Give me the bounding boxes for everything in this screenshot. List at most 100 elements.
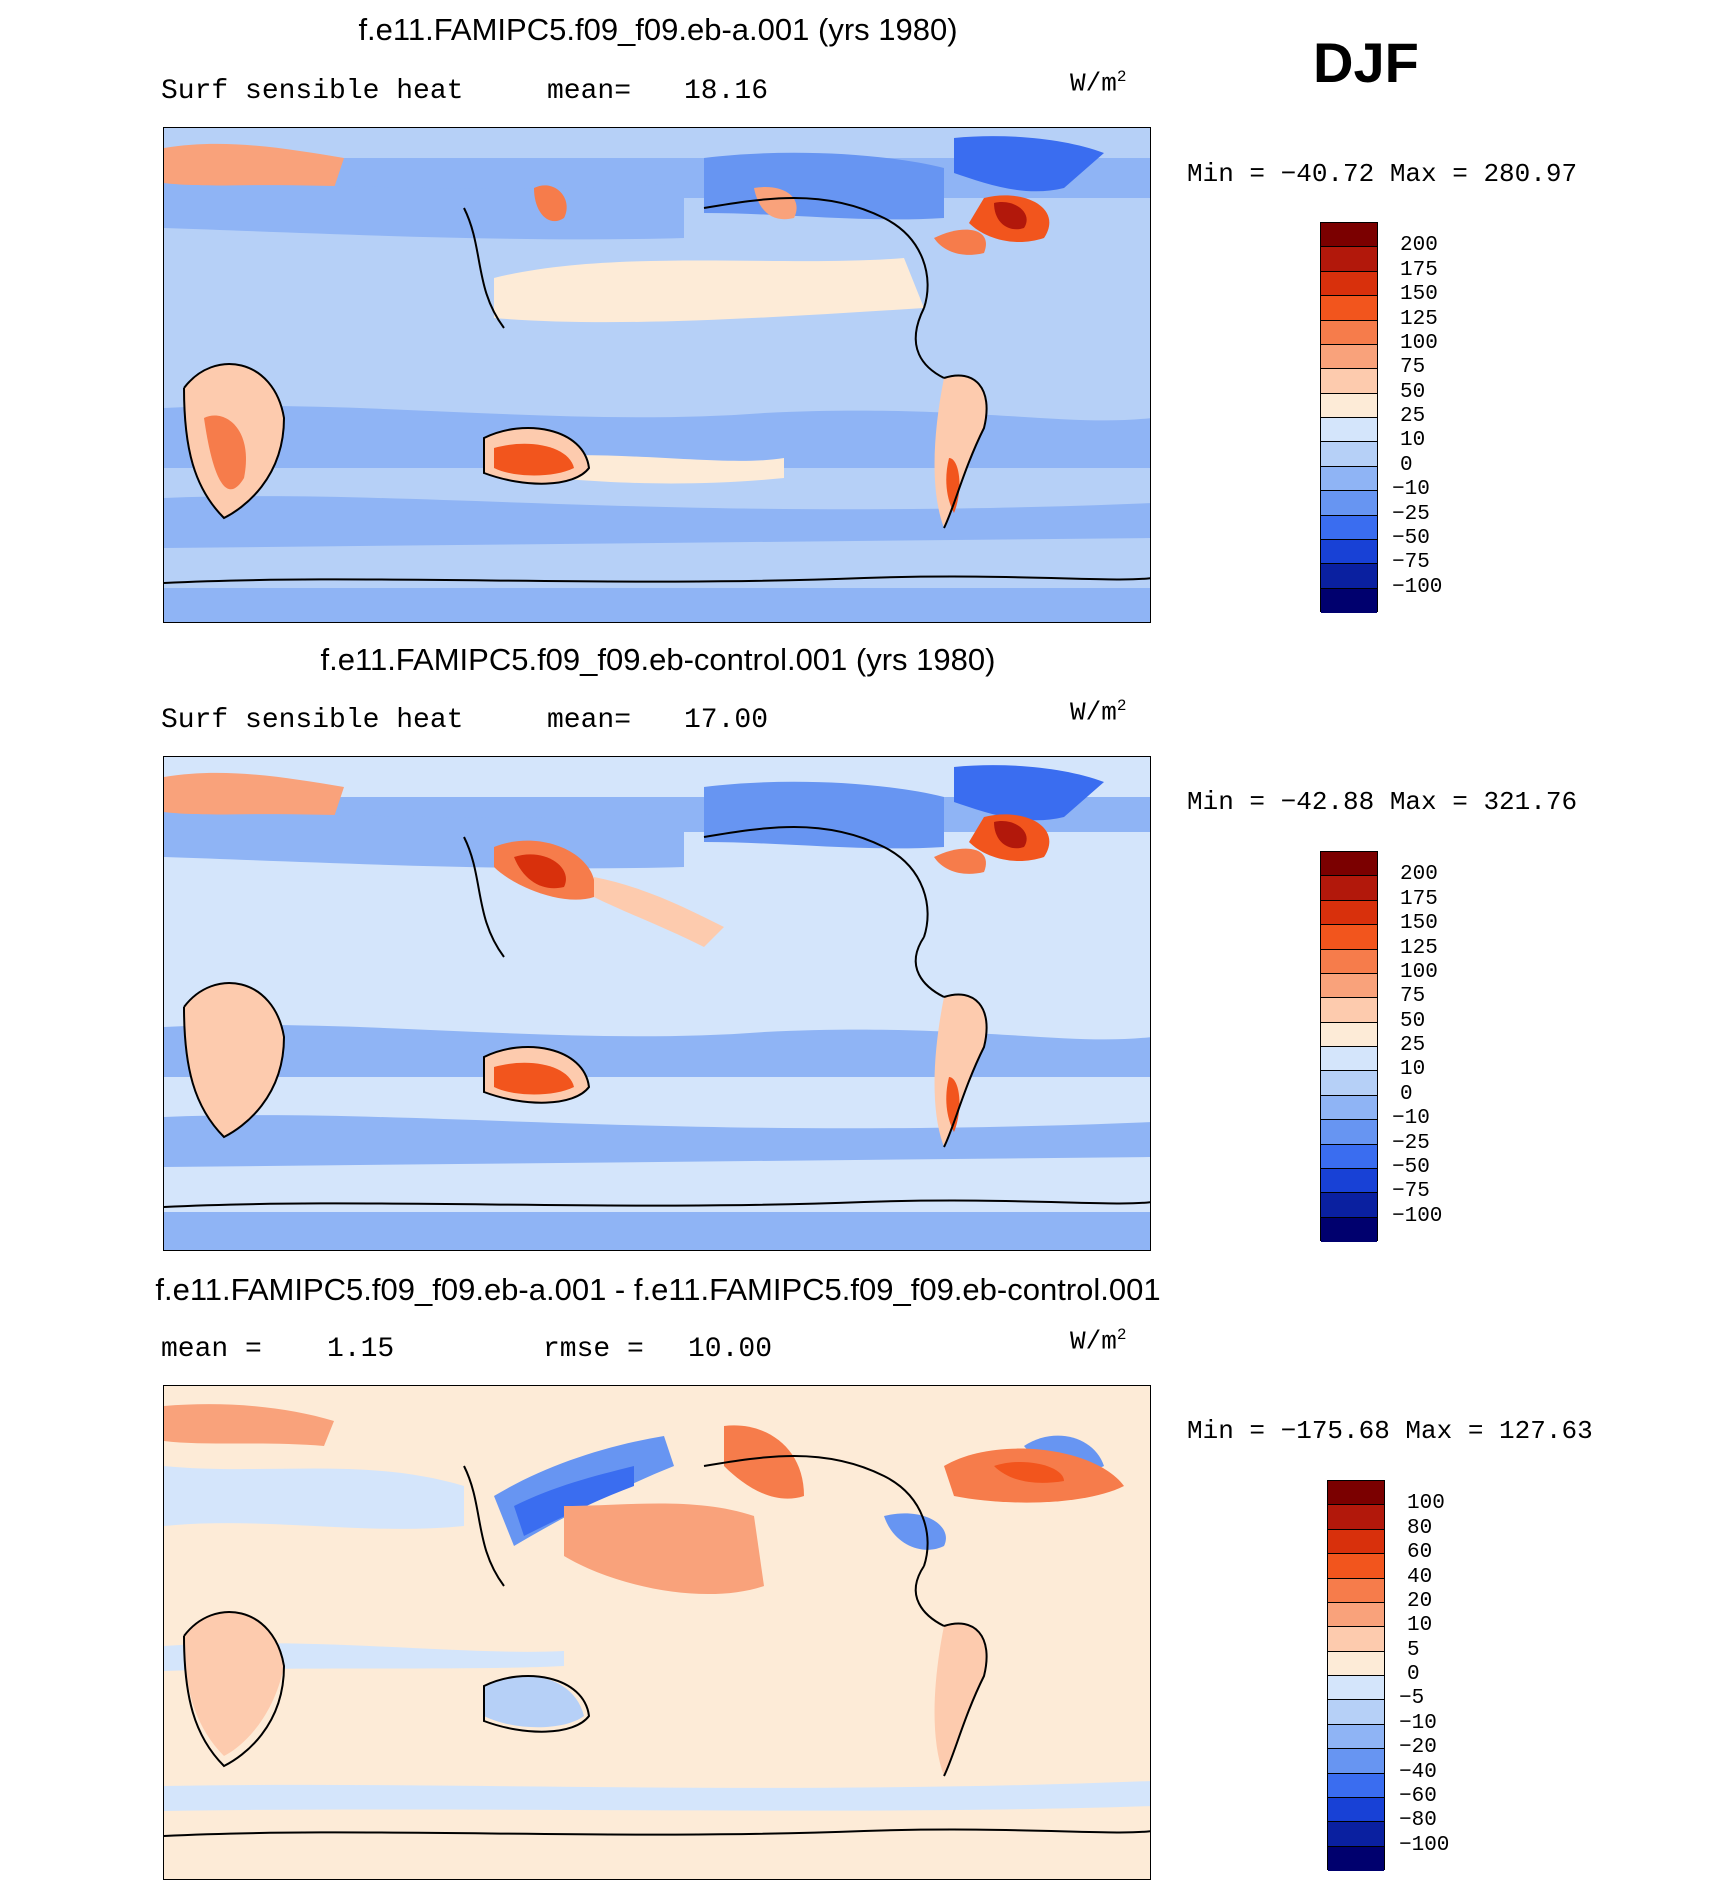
colorbar-tick-label: −75 <box>1392 1180 1430 1204</box>
season-label: DJF <box>1313 31 1419 94</box>
colorbar-tick-label: −25 <box>1392 1131 1430 1155</box>
colorbar-segment <box>1321 1047 1377 1072</box>
panel-2-minmax: Min = −42.88 Max = 321.76 <box>1187 787 1578 817</box>
colorbar-tick-label: −25 <box>1392 502 1430 526</box>
colorbar-tick-label: 10 <box>1400 429 1426 453</box>
colorbar-segment <box>1321 1144 1377 1169</box>
colorbar-tick-label: 5 <box>1407 1638 1420 1662</box>
colorbar-tick-label: 175 <box>1400 258 1438 282</box>
panel-2-land <box>164 765 1150 1250</box>
panel-3-units: W/m2 <box>1070 1326 1127 1357</box>
panel-3-rmse-label: rmse = <box>543 1334 644 1365</box>
colorbar-tick-label: −10 <box>1392 1107 1430 1131</box>
colorbar-tick-label: 40 <box>1407 1565 1433 1589</box>
panel-3-negative-strong <box>484 1435 1104 1728</box>
colorbar-tick-label: 50 <box>1400 380 1426 404</box>
colorbar-segment <box>1328 1602 1384 1628</box>
colorbar-tick-label: 80 <box>1407 1516 1433 1540</box>
colorbar-tick-label: 150 <box>1400 912 1438 936</box>
colorbar-segment <box>1321 296 1377 321</box>
colorbar-segment <box>1328 1505 1384 1530</box>
colorbar-tick-label: −60 <box>1399 1784 1437 1808</box>
panel-1-title: f.e11.FAMIPC5.f09_f09.eb-a.001 (yrs 1980… <box>358 12 958 47</box>
colorbar-segment <box>1328 1627 1384 1652</box>
colorbar-tick-label: 20 <box>1407 1589 1433 1613</box>
colorbar-tick-label: 100 <box>1407 1492 1445 1516</box>
panel-1-colorbar <box>1320 222 1378 613</box>
colorbar-segment <box>1328 1749 1384 1774</box>
colorbar-tick-label: −100 <box>1399 1833 1450 1857</box>
colorbar-segment <box>1328 1724 1384 1750</box>
colorbar-segment <box>1328 1797 1384 1823</box>
panel-1-units: W/m2 <box>1070 68 1127 99</box>
colorbar-segment <box>1321 1120 1377 1145</box>
colorbar-segment <box>1328 1578 1384 1603</box>
colorbar-segment <box>1328 1651 1384 1676</box>
colorbar-segment <box>1321 564 1377 589</box>
colorbar-tick-label: 10 <box>1400 1058 1426 1082</box>
panel-1-mean-label: mean= <box>547 76 632 107</box>
colorbar-segment <box>1321 1022 1377 1047</box>
colorbar-tick-label: 75 <box>1400 985 1426 1009</box>
colorbar-tick-label: −50 <box>1392 1155 1430 1179</box>
colorbar-tick-label: 125 <box>1400 307 1438 331</box>
panel-2-mean-label: mean= <box>547 705 632 736</box>
colorbar-segment <box>1328 1554 1384 1579</box>
panel-3-positive-areas <box>164 1404 1124 1776</box>
colorbar-segment <box>1321 1217 1377 1242</box>
panel-1-mean-value: 18.16 <box>684 76 769 107</box>
colorbar-segment <box>1321 442 1377 467</box>
colorbar-segment <box>1321 393 1377 418</box>
panel-2-units: W/m2 <box>1070 697 1127 728</box>
colorbar-segment <box>1321 1095 1377 1121</box>
panel-1-field <box>164 128 1150 622</box>
colorbar-tick-label: 100 <box>1400 331 1438 355</box>
colorbar-tick-label: −10 <box>1392 478 1430 502</box>
panel-3-minmax: Min = −175.68 Max = 127.63 <box>1187 1416 1593 1446</box>
panel-3-colorbar <box>1327 1480 1385 1871</box>
colorbar-segment <box>1321 223 1377 248</box>
colorbar-segment <box>1328 1481 1384 1506</box>
panel-2-ocean-bands <box>164 797 1150 1167</box>
panel-3-mean-value: 1.15 <box>327 1334 395 1365</box>
colorbar-segment <box>1321 369 1377 394</box>
panel-3-rmse-value: 10.00 <box>688 1334 773 1365</box>
panel-2-map <box>163 756 1151 1251</box>
colorbar-segment <box>1321 973 1377 999</box>
colorbar-tick-label: −40 <box>1399 1760 1437 1784</box>
panel-2-colorbar <box>1320 851 1378 1242</box>
colorbar-segment <box>1321 320 1377 345</box>
colorbar-tick-label: 75 <box>1400 356 1426 380</box>
panel-3-field <box>164 1386 1150 1879</box>
colorbar-segment <box>1328 1846 1384 1871</box>
colorbar-segment <box>1321 418 1377 443</box>
colorbar-tick-label: −100 <box>1392 1204 1443 1228</box>
colorbar-segment <box>1321 491 1377 516</box>
panel-2-mean-value: 17.00 <box>684 705 769 736</box>
colorbar-tick-label: 0 <box>1400 453 1413 477</box>
colorbar-segment <box>1321 852 1377 877</box>
colorbar-tick-label: 60 <box>1407 1541 1433 1565</box>
colorbar-segment <box>1321 998 1377 1023</box>
colorbar-tick-label: −5 <box>1399 1687 1425 1711</box>
panel-1-hotspots <box>534 185 1050 255</box>
colorbar-segment <box>1321 1168 1377 1194</box>
panel-2-coastlines <box>164 826 1150 1208</box>
panel-2-field <box>164 757 1150 1250</box>
panel-3-title: f.e11.FAMIPC5.f09_f09.eb-a.001 - f.e11.F… <box>155 1272 1161 1307</box>
colorbar-tick-label: −10 <box>1399 1711 1437 1735</box>
panel-2-hotspots <box>494 814 1050 947</box>
colorbar-segment <box>1328 1773 1384 1798</box>
colorbar-segment <box>1321 949 1377 974</box>
colorbar-segment <box>1321 271 1377 297</box>
panel-1-variable-label: Surf sensible heat <box>161 76 464 107</box>
colorbar-tick-label: −80 <box>1399 1809 1437 1833</box>
colorbar-tick-label: 25 <box>1400 1034 1426 1057</box>
panel-3-map <box>163 1385 1151 1880</box>
colorbar-segment <box>1321 900 1377 926</box>
panel-2-title: f.e11.FAMIPC5.f09_f09.eb-control.001 (yr… <box>320 642 996 677</box>
colorbar-segment <box>1321 466 1377 492</box>
colorbar-tick-label: 125 <box>1400 936 1438 960</box>
colorbar-tick-label: −50 <box>1392 526 1430 550</box>
colorbar-segment <box>1321 515 1377 540</box>
